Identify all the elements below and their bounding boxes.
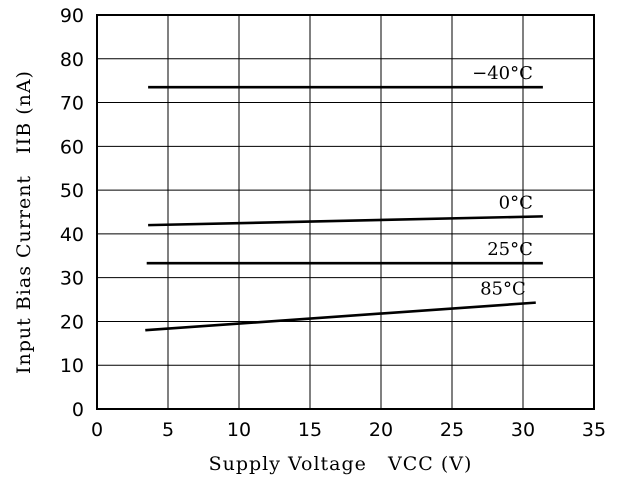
y-axis-title: Input Bias Current IIB (nA) xyxy=(13,70,35,374)
y-tick-label: 30 xyxy=(60,268,84,290)
y-tick-label: 10 xyxy=(60,355,84,377)
y-tick-label: 50 xyxy=(60,180,84,202)
y-tick-label: 40 xyxy=(60,224,84,246)
x-tick-label: 35 xyxy=(582,419,606,441)
y-tick-label: 20 xyxy=(60,311,84,333)
series-label: 0°C xyxy=(499,192,533,213)
x-tick-label: 5 xyxy=(162,419,174,441)
x-tick-labels: 0 5 10 15 20 25 30 35 xyxy=(91,419,606,441)
x-tick-label: 30 xyxy=(511,419,535,441)
series-lines xyxy=(145,85,543,332)
x-tick-label: 20 xyxy=(369,419,393,441)
plot-frame xyxy=(96,14,595,410)
x-tick-label: 10 xyxy=(227,419,251,441)
series-label: −40°C xyxy=(472,63,533,84)
series-line xyxy=(145,301,536,332)
series-label: 25°C xyxy=(487,239,533,260)
series-label: 85°C xyxy=(480,279,526,300)
y-tick-label: 0 xyxy=(72,399,84,421)
series-line xyxy=(148,215,543,227)
x-axis-title: Supply Voltage VCC (V) xyxy=(209,453,473,475)
y-tick-label: 80 xyxy=(60,49,84,71)
y-tick-label: 70 xyxy=(60,93,84,115)
y-tick-label: 60 xyxy=(60,136,84,158)
x-tick-label: 0 xyxy=(91,419,103,441)
y-tick-labels: 0 10 20 30 40 50 60 70 80 90 xyxy=(60,5,84,421)
x-tick-label: 25 xyxy=(440,419,464,441)
y-tick-label: 90 xyxy=(60,5,84,27)
series-labels: −40°C 0°C 25°C 85°C xyxy=(472,63,533,299)
grid xyxy=(97,15,594,409)
x-tick-label: 15 xyxy=(298,419,322,441)
